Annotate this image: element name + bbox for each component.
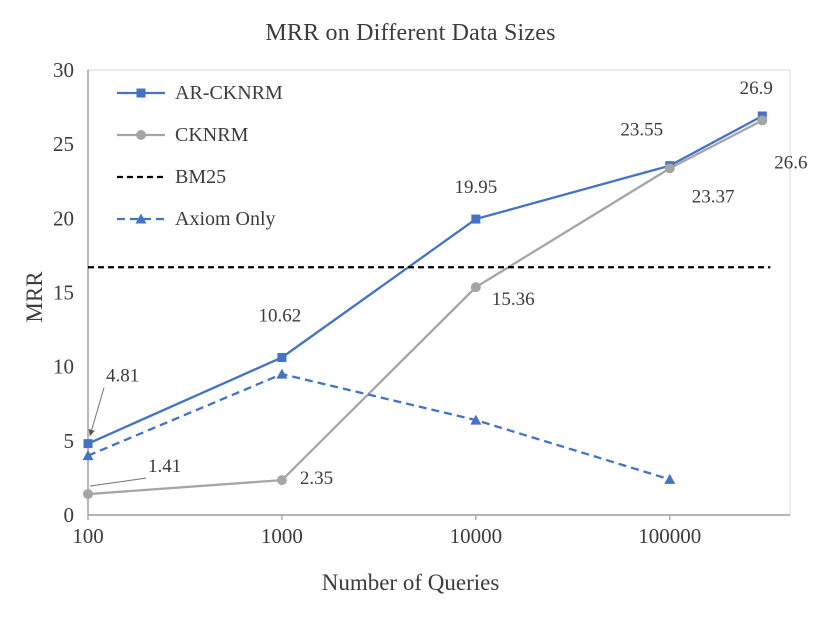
data-label: 26.9 xyxy=(740,78,773,99)
legend-label: Axiom Only xyxy=(175,207,276,230)
data-label: 1.41 xyxy=(148,456,181,477)
legend-label: CKNRM xyxy=(175,123,249,146)
x-tick-label: 10000 xyxy=(450,524,503,548)
marker-cknrm xyxy=(757,115,768,126)
legend-item-ar-cknrm: AR-CKNRM xyxy=(116,82,283,104)
annotation-leader xyxy=(89,477,147,487)
data-label: 26.6 xyxy=(774,152,807,173)
x-axis-label: Number of Queries xyxy=(321,570,500,595)
legend-swatch-ar-cknrm xyxy=(117,88,165,98)
data-label: 23.37 xyxy=(692,186,735,207)
marker-axiom-only xyxy=(276,368,288,379)
marker-ar-cknrm xyxy=(471,214,481,224)
y-tick-label: 25 xyxy=(53,132,74,156)
legend-swatch-bm25 xyxy=(117,175,165,179)
legend-swatch-axiom-only xyxy=(117,213,165,224)
marker-ar-cknrm xyxy=(83,439,93,449)
y-tick-label: 0 xyxy=(64,503,75,527)
legend-item-cknrm: CKNRM xyxy=(116,124,283,146)
x-tick-label: 100000 xyxy=(638,524,701,548)
legend-swatch-cknrm xyxy=(117,130,165,140)
data-label: 4.81 xyxy=(106,366,139,387)
marker-axiom-only xyxy=(82,450,94,461)
annotation-leader xyxy=(88,387,105,437)
data-label: 10.62 xyxy=(259,305,302,326)
y-tick-label: 5 xyxy=(64,429,75,453)
marker-axiom-only xyxy=(664,473,676,484)
legend-marker-axiom-only xyxy=(135,213,147,224)
marker-axiom-only xyxy=(470,414,482,425)
legend-marker-cknrm xyxy=(136,130,146,140)
legend-item-axiom-only: Axiom Only xyxy=(116,208,283,230)
y-tick-label: 30 xyxy=(53,58,74,82)
series-line-axiom-only xyxy=(87,372,671,481)
data-label: 19.95 xyxy=(454,177,497,198)
data-label: 23.55 xyxy=(620,120,663,141)
marker-ar-cknrm xyxy=(277,352,287,362)
y-tick-label: 20 xyxy=(53,206,74,230)
legend-marker-ar-cknrm xyxy=(136,88,146,98)
x-tick-label: 100 xyxy=(72,524,104,548)
data-label: 2.35 xyxy=(300,468,333,489)
marker-cknrm xyxy=(83,489,93,500)
chart-title: MRR on Different Data Sizes xyxy=(265,20,556,46)
marker-cknrm xyxy=(276,475,287,486)
legend: AR-CKNRM CKNRM BM25 Axiom Only xyxy=(116,82,283,230)
x-tick-label: 1000 xyxy=(261,524,303,548)
legend-item-bm25: BM25 xyxy=(116,166,283,188)
y-axis-label: MRR xyxy=(22,271,47,323)
legend-label: BM25 xyxy=(175,165,227,188)
y-tick-label: 10 xyxy=(53,355,74,379)
marker-cknrm xyxy=(664,163,675,174)
data-label: 15.36 xyxy=(492,289,535,310)
y-tick-label: 15 xyxy=(53,281,74,305)
marker-cknrm xyxy=(470,282,481,293)
legend-label: AR-CKNRM xyxy=(175,81,283,104)
